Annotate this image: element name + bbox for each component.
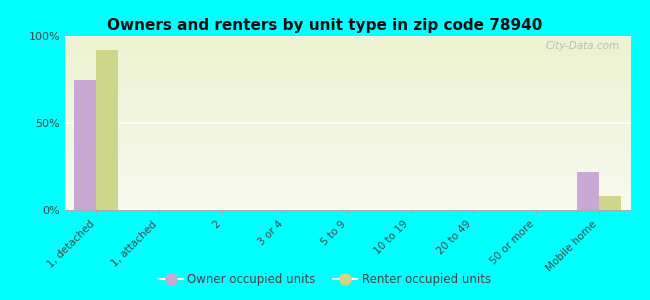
Bar xyxy=(74,80,96,210)
Text: Owners and renters by unit type in zip code 78940: Owners and renters by unit type in zip c… xyxy=(107,18,543,33)
Bar xyxy=(96,50,118,210)
Bar xyxy=(599,196,621,210)
Bar xyxy=(577,172,599,210)
Text: City-Data.com: City-Data.com xyxy=(545,41,619,51)
Legend: Owner occupied units, Renter occupied units: Owner occupied units, Renter occupied un… xyxy=(154,269,496,291)
